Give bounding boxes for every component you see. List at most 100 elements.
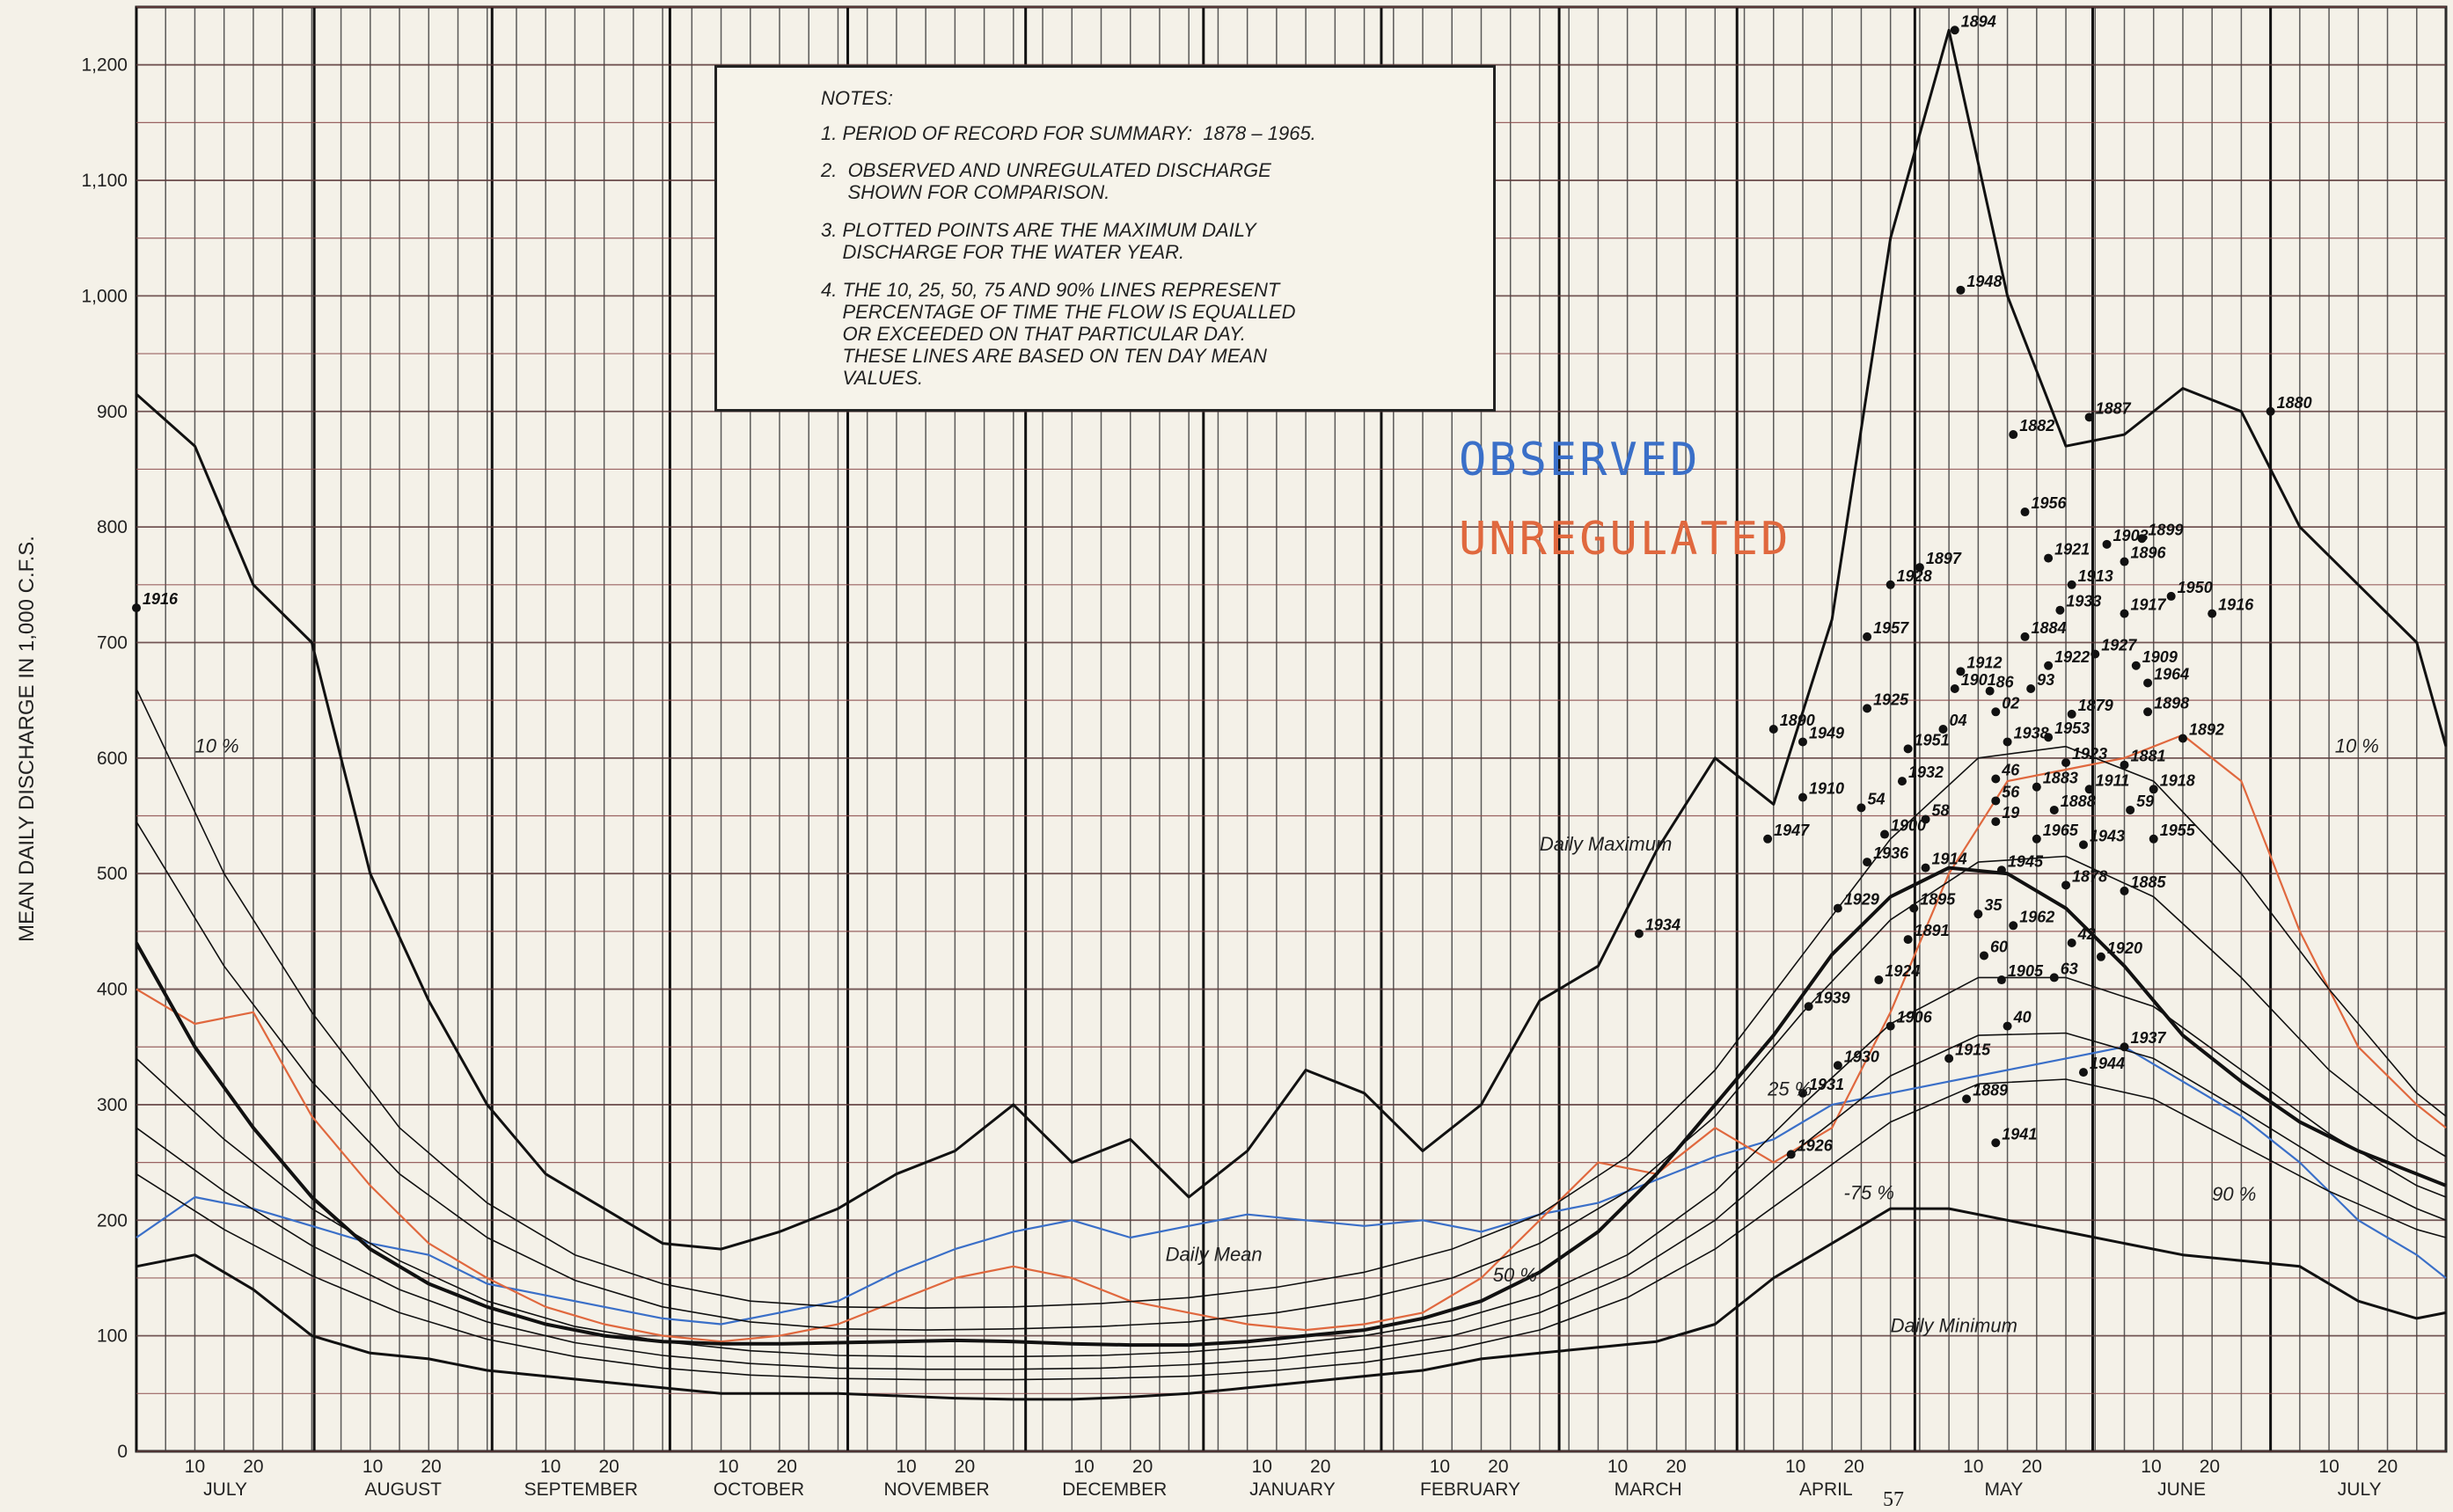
data-point-label: 59 [2136,793,2154,810]
series-line-0 [135,1046,2447,1326]
annotation-label: 10 % [2335,734,2379,756]
annotation-label: 10 % [194,734,238,756]
data-point [2055,605,2065,615]
data-point-label: 1916 [2218,596,2254,614]
month-label: SEPTEMBER [524,1479,639,1500]
data-point-label: 1941 [2002,1125,2037,1143]
data-point-label: 1943 [2090,827,2125,844]
data-point [2044,733,2054,742]
data-point [2149,834,2158,844]
x-day-tick: 20 [1666,1457,1686,1477]
data-point [2032,834,2041,844]
data-point-label: 1910 [1809,780,1844,798]
x-day-tick: 20 [1132,1457,1153,1477]
y-tick-label: 100 [97,1326,128,1347]
legend-unregulated: UNREGULATED [1459,513,1790,566]
data-point [1903,744,1913,754]
data-point-label: 1955 [2160,822,2196,839]
data-point [1956,667,1966,676]
data-point-label: 1950 [2178,579,2213,596]
series-line-6 [135,821,2447,1331]
data-point [1991,774,2001,784]
data-point-label: 1923 [2072,745,2107,763]
series-layer [135,28,2448,1401]
data-point-label: 1879 [2078,697,2113,714]
y-tick-label: 300 [97,1095,128,1115]
data-point [1897,777,1907,786]
data-point [1921,814,1930,824]
data-point-label: 40 [2013,1009,2032,1026]
data-point-label: 1897 [1926,550,1962,567]
data-point-label: 1944 [2090,1055,2125,1072]
data-point-label: 1927 [2101,637,2137,654]
data-point-label: 1892 [2189,721,2224,739]
data-point [2143,678,2153,688]
data-point [1798,1088,1807,1098]
data-point-label: 1936 [1873,844,1909,862]
x-day-tick: 10 [540,1457,560,1477]
data-point [2032,782,2041,792]
data-point-label: 1889 [1973,1081,2008,1099]
data-point-label: 1933 [2066,593,2101,610]
data-point [2166,591,2176,601]
month-label: MAY [1984,1479,2023,1500]
data-point [132,603,141,613]
series-line-4 [135,866,2447,1348]
x-day-tick: 10 [896,1457,916,1477]
data-point-label: 02 [2002,694,2019,712]
data-point-label: 1928 [1897,567,1932,585]
data-point-label: 60 [1990,938,2008,955]
x-day-tick: 20 [243,1457,263,1477]
data-point-label: 1882 [2019,417,2054,435]
data-point [1763,834,1773,844]
data-point [2020,508,2030,517]
data-point [1991,1138,2001,1148]
data-point [1886,580,1895,589]
data-point [1996,975,2006,985]
note-2: 2. OBSERVED AND UNREGULATED DISCHARGE SH… [821,159,1271,203]
x-day-tick: 20 [599,1457,619,1477]
data-point-label: 1925 [1873,690,1909,708]
y-tick-label: 800 [97,517,128,537]
data-point-label: 1881 [2130,748,2165,765]
annotation-label: -75 % [1844,1182,1894,1204]
data-point-label: 1922 [2054,648,2090,666]
y-tick-label: 200 [97,1210,128,1231]
notes-title: NOTES: [821,87,893,109]
data-point [2061,758,2071,768]
data-point [2208,609,2217,618]
data-point-label: 1949 [1809,724,1844,741]
data-point [2126,805,2135,814]
note-4: 4. THE 10, 25, 50, 75 AND 90% LINES REPR… [821,279,1296,389]
data-point [2078,840,2088,850]
data-point-label: 1957 [1873,619,1909,637]
data-point [2044,553,2054,563]
data-point [2067,709,2076,719]
data-point [2131,661,2141,670]
annotation-layer: 10 % 10 % Daily Maximum 25 % -75 % 90 % Daily … [194,734,2378,1336]
data-point-label: 1895 [1920,891,1956,909]
data-point [1874,975,1884,985]
series-line-7 [135,976,2447,1358]
data-point-label: 1878 [2072,867,2107,885]
data-point [1833,903,1842,913]
data-point [2120,1042,2129,1052]
data-point [2120,557,2129,566]
data-point-label: 1885 [2130,873,2166,891]
y-tick-label: 1,200 [81,55,128,76]
data-point [2149,785,2158,794]
grid [135,5,2448,1453]
note-3: 3. PLOTTED POINTS ARE THE MAXIMUM DAILY … [821,219,1256,263]
x-day-tick: 10 [2141,1457,2161,1477]
y-tick-label: 900 [97,402,128,422]
series-line-8 [135,1032,2447,1370]
data-point-label: 1912 [1966,654,2002,671]
data-point [1886,1021,1895,1031]
data-point [1991,796,2001,806]
data-point-label: 1896 [2130,544,2166,562]
data-point [2049,973,2059,982]
data-point [1856,803,1866,813]
x-day-tick: 20 [421,1457,441,1477]
